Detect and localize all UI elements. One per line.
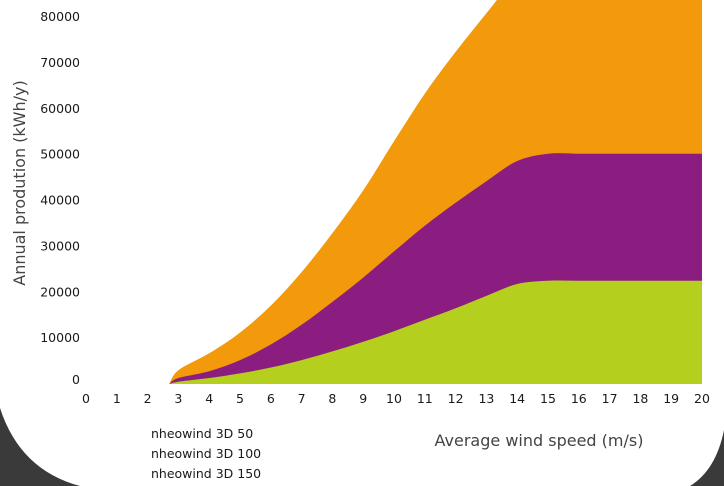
x-tick-label: 17 bbox=[602, 391, 618, 406]
y-tick-label: 50000 bbox=[40, 147, 80, 162]
x-tick-label: 9 bbox=[359, 391, 367, 406]
corner-decoration-left bbox=[0, 408, 80, 486]
x-tick-label: 4 bbox=[205, 391, 213, 406]
y-tick-label: 60000 bbox=[40, 101, 80, 116]
x-tick-label: 2 bbox=[144, 391, 152, 406]
area-layer bbox=[169, 0, 702, 384]
x-tick-label: 13 bbox=[478, 391, 494, 406]
y-tick-label: 10000 bbox=[40, 330, 80, 345]
legend: nheowind 3D 50 nheowind 3D 100 nheowind 3D… bbox=[151, 426, 261, 481]
area-series-1 bbox=[169, 280, 702, 384]
x-tick-label: 18 bbox=[632, 391, 648, 406]
x-tick-label: 15 bbox=[540, 391, 556, 406]
y-tick-label: 40000 bbox=[40, 193, 80, 208]
y-tick-label: 80000 bbox=[40, 9, 80, 24]
x-tick-label: 6 bbox=[267, 391, 275, 406]
y-axis-title: Annual prodution (kWh/y) bbox=[10, 80, 29, 285]
x-axis-ticks: 0 1 2 3 4 5 6 7 8 9 10 11 12 13 14 15 16 17 18 19 20 bbox=[82, 391, 710, 406]
legend-entry: nheowind 3D 100 bbox=[151, 446, 261, 461]
x-tick-label: 5 bbox=[236, 391, 244, 406]
x-tick-label: 7 bbox=[298, 391, 306, 406]
y-axis-ticks: 0 10000 20000 30000 40000 50000 60000 70000 8000… bbox=[40, 9, 80, 387]
x-tick-label: 11 bbox=[417, 391, 433, 406]
x-tick-label: 3 bbox=[174, 391, 182, 406]
y-tick-label: 0 bbox=[72, 372, 80, 387]
x-tick-label: 14 bbox=[509, 391, 525, 406]
x-tick-label: 1 bbox=[113, 391, 121, 406]
x-tick-label: 20 bbox=[694, 391, 710, 406]
x-tick-label: 8 bbox=[328, 391, 336, 406]
x-tick-label: 19 bbox=[663, 391, 679, 406]
y-tick-label: 30000 bbox=[40, 238, 80, 253]
legend-entry: nheowind 3D 150 bbox=[151, 466, 261, 481]
corner-decoration-right bbox=[690, 430, 724, 486]
x-tick-label: 12 bbox=[448, 391, 464, 406]
y-tick-label: 20000 bbox=[40, 284, 80, 299]
legend-entry: nheowind 3D 50 bbox=[151, 426, 253, 441]
x-axis-title: Average wind speed (m/s) bbox=[435, 431, 644, 450]
x-tick-label: 0 bbox=[82, 391, 90, 406]
y-tick-label: 70000 bbox=[40, 55, 80, 70]
x-tick-label: 16 bbox=[571, 391, 587, 406]
x-tick-label: 10 bbox=[386, 391, 402, 406]
